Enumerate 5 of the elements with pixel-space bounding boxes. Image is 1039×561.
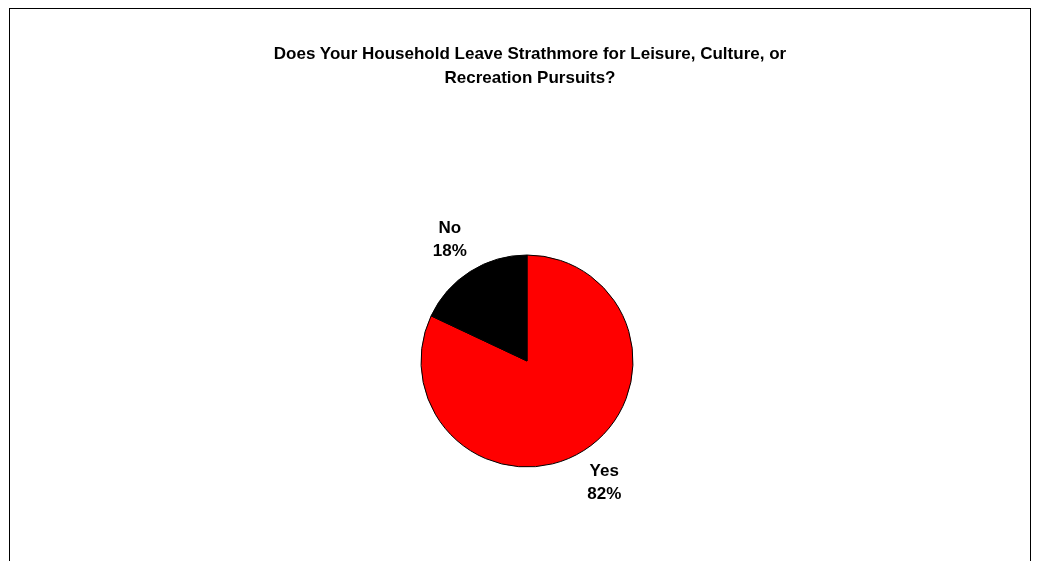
data-label: 18% xyxy=(432,240,467,260)
slice-label: No xyxy=(438,217,462,237)
chart-title: Does Your Household Leave Strathmore for Leisure, Culture, or Recreation Pursuits? xyxy=(272,43,788,89)
data-label: 82% xyxy=(587,484,622,504)
slice-label: Yes xyxy=(589,461,619,481)
